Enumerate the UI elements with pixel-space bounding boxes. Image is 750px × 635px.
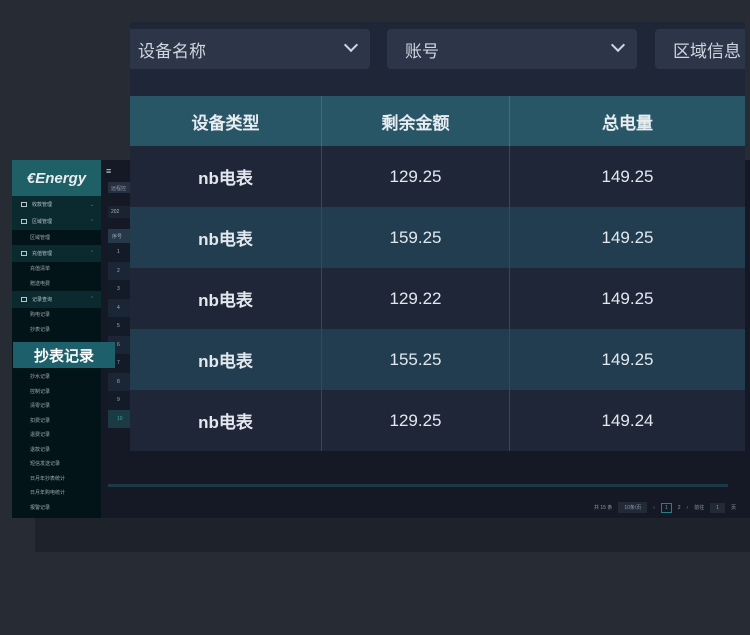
table-cell: nb电表	[130, 207, 322, 269]
page-size-select[interactable]: 10条/页	[618, 502, 648, 513]
sidebar: €Energy 收款管理 ⌄ 区域管理 ⌃ 区域管理充值管理 ⌃ 充值清单赠送电费记录查询 ⌃…	[12, 160, 101, 518]
table-row[interactable]: nb电表 129.22 149.25	[130, 268, 745, 330]
chevron-icon: ⌃	[89, 218, 94, 225]
group-label: 收款管理	[32, 202, 53, 208]
index-cell: 9	[108, 391, 133, 409]
tag-button[interactable]: 远程控	[108, 182, 138, 193]
table-cell: 129.22	[322, 268, 510, 330]
sidebar-item[interactable]: 日月年购电统计	[30, 490, 66, 497]
table-cell: nb电表	[130, 329, 322, 391]
index-cell: 5	[108, 317, 133, 335]
main-area: ≡ 远程控 202 序号 1 2 3 4 5 6 7 8 9 10 共 15 条 10条/页 ‹ …	[101, 160, 750, 518]
group-icon	[21, 202, 27, 207]
sidebar-group[interactable]: 收款管理 ⌄	[12, 196, 101, 213]
chevron-icon: ⌃	[89, 296, 94, 302]
logo: €Energy	[12, 160, 101, 196]
table-row[interactable]: nb电表 159.25 149.25	[130, 207, 745, 269]
table-cell: 149.25	[601, 166, 654, 186]
page-1[interactable]: 1	[660, 502, 672, 513]
table-cell: 149.24	[601, 410, 654, 430]
group-icon	[21, 250, 27, 256]
prev-page-button[interactable]: ‹	[653, 504, 655, 511]
table-cell: nb电表	[130, 390, 322, 451]
chevron-icon: ⌄	[89, 201, 94, 208]
region-filter[interactable]: 区域信息	[655, 29, 745, 69]
filter-label: 账号	[405, 41, 439, 61]
group-label: 区域管理	[32, 219, 53, 225]
index-cell: 4	[108, 298, 133, 317]
table-cell: 159.25	[322, 207, 510, 269]
sidebar-item[interactable]: 控制记录	[30, 388, 51, 395]
table-row[interactable]: nb电表 155.25 149.25	[130, 329, 745, 391]
group-icon	[21, 219, 27, 224]
index-header: 序号	[108, 229, 133, 243]
sidebar-item[interactable]: 抄表记录	[30, 326, 51, 333]
header-total-power[interactable]: 总电量	[602, 113, 653, 133]
group-label: 记录查询	[32, 296, 53, 303]
sidebar-item[interactable]: 退款记录	[30, 446, 51, 453]
sidebar-item[interactable]: 报警记录	[30, 504, 51, 511]
device-name-filter[interactable]: 设备名称	[130, 29, 370, 69]
zoomed-table-card: 设备名称 账号 区域信息 设备类型 剩余金额 总电量 nb电表 129.25 149…	[130, 22, 745, 451]
sidebar-item[interactable]: 扣费记录	[30, 417, 51, 424]
header-balance[interactable]: 剩余金额	[322, 96, 510, 146]
table-cell: nb电表	[130, 268, 322, 330]
callout-label: 抄表记录	[13, 342, 115, 368]
sidebar-group[interactable]: 区域管理 ⌃	[12, 213, 101, 230]
index-cell: 10	[108, 409, 133, 428]
chevron-icon: ⌃	[89, 250, 94, 256]
table-cell: 149.25	[601, 288, 654, 308]
table-cell: 129.25	[322, 146, 510, 208]
goto-label: 前往	[694, 505, 705, 511]
index-cell: 8	[108, 372, 133, 391]
horizontal-scrollbar[interactable]	[108, 484, 728, 487]
table-cell: 155.25	[322, 329, 510, 391]
sidebar-item[interactable]: 充值清单	[30, 266, 51, 273]
table-cell: 149.25	[601, 349, 654, 369]
table-cell: 129.25	[322, 390, 510, 451]
index-cell: 3	[108, 280, 133, 298]
next-page-button[interactable]: ›	[686, 504, 689, 511]
index-cell: 1	[108, 243, 133, 261]
sidebar-item[interactable]: 购电记录	[30, 312, 51, 319]
header-device-type[interactable]: 设备类型	[130, 96, 322, 146]
goto-input[interactable]: 1	[710, 502, 725, 513]
sidebar-item[interactable]: 清零记录	[30, 403, 51, 410]
table-cell: nb电表	[130, 146, 322, 208]
index-cell: 2	[108, 261, 133, 280]
filter-label: 区域信息	[673, 41, 741, 61]
sidebar-item[interactable]: 抄水记录	[30, 374, 51, 381]
account-filter[interactable]: 账号	[387, 29, 637, 69]
sidebar-item[interactable]: 日月年抄表统计	[30, 475, 66, 482]
chevron-down-icon	[343, 37, 359, 53]
sidebar-item[interactable]: 短信发送记录	[30, 461, 61, 468]
table-row[interactable]: nb电表 129.25 149.24	[130, 390, 745, 451]
sidebar-group[interactable]: 记录查询 ⌃	[12, 290, 101, 308]
filter-label: 设备名称	[138, 41, 206, 61]
sidebar-item[interactable]: 退费记录	[30, 432, 51, 439]
page-unit: 页	[730, 505, 736, 511]
chevron-down-icon	[610, 37, 626, 53]
page-2[interactable]: 2	[677, 504, 681, 511]
group-label: 充值管理	[32, 250, 53, 257]
total-count: 共 15 条	[593, 505, 613, 511]
sidebar-item[interactable]: 赠送电费	[30, 280, 51, 287]
table-row[interactable]: nb电表 129.25 149.25	[130, 146, 745, 208]
pagination: 共 15 条 10条/页 ‹ 1 2 › 前往 1 页	[594, 502, 736, 513]
menu-icon[interactable]: ≡	[106, 166, 112, 176]
sidebar-item[interactable]: 区域管理	[30, 234, 51, 241]
sidebar-group[interactable]: 充值管理 ⌃	[12, 244, 101, 262]
table-header: 设备类型 剩余金额 总电量	[130, 96, 745, 146]
group-icon	[21, 296, 27, 302]
table-cell: 149.25	[601, 227, 654, 247]
